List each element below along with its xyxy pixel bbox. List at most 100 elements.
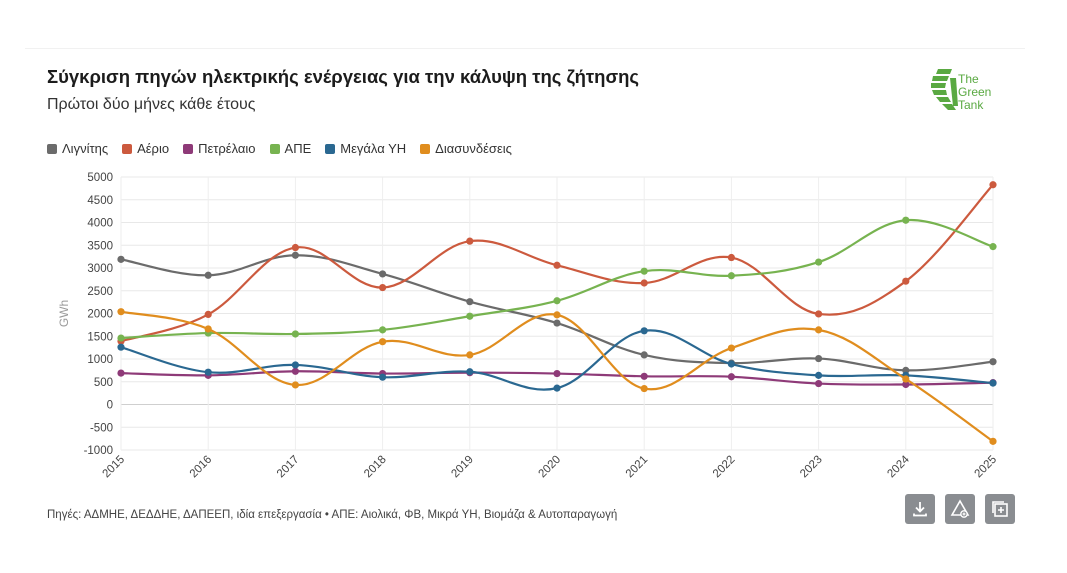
download-icon (913, 502, 927, 517)
share-icon (950, 499, 970, 518)
chart-legend: Λιγνίτης Αέριο Πετρέλαιο ΑΠΕ Μεγάλα ΥΗ Διασυν… (47, 141, 512, 156)
data-point (640, 384, 648, 393)
data-point (553, 261, 561, 269)
data-point (989, 437, 997, 445)
logo-leaf-1 (936, 69, 952, 74)
data-point (204, 368, 212, 376)
data-point (466, 312, 474, 320)
y-tick-label: 3500 (87, 240, 113, 252)
data-point (379, 270, 387, 278)
data-point (553, 311, 561, 319)
legend-label: Διασυνδέσεις (435, 141, 512, 156)
logo-text: The Green Tank (958, 73, 991, 112)
legend-swatch (325, 143, 336, 154)
logo-word-2: Green (958, 85, 992, 99)
y-tick-label: 4500 (87, 195, 113, 207)
logo-leaf-5 (936, 97, 951, 102)
y-tick-label: 1500 (87, 331, 113, 343)
logo-leaf-6 (942, 104, 956, 110)
share-button[interactable] (945, 494, 975, 524)
data-point (117, 334, 125, 342)
data-point (117, 343, 125, 351)
data-point (727, 344, 736, 352)
x-tick-label: 2020 (537, 454, 564, 481)
legend-item[interactable]: Αέριο (122, 141, 169, 156)
data-point (204, 325, 212, 333)
data-point (379, 283, 387, 292)
top-divider (25, 48, 1025, 49)
data-point (553, 297, 561, 305)
data-point (640, 351, 648, 359)
y-tick-label: 1000 (87, 354, 113, 366)
data-point (466, 298, 474, 306)
data-point (989, 243, 997, 251)
x-tick-label: 2023 (798, 454, 825, 481)
legend-swatch (420, 143, 431, 154)
y-tick-label: 2000 (87, 309, 113, 321)
data-point (466, 351, 474, 359)
data-point (815, 310, 823, 318)
x-tick-label: 2017 (275, 454, 302, 481)
expand-icon (992, 501, 1008, 517)
data-point (291, 367, 299, 375)
x-tick-label: 2024 (885, 453, 912, 480)
data-point (553, 319, 561, 327)
legend-swatch (183, 143, 194, 154)
y-tick-label: 2500 (87, 286, 113, 298)
expand-button[interactable] (985, 494, 1015, 524)
data-point (815, 371, 823, 379)
legend-item[interactable]: ΑΠΕ (269, 141, 312, 156)
data-point (902, 277, 910, 285)
data-point (379, 326, 387, 334)
x-tick-label: 2015 (101, 454, 128, 481)
legend-swatch (122, 143, 133, 154)
legend-item[interactable]: Μεγάλα ΥΗ (325, 141, 406, 156)
data-point (989, 379, 997, 387)
data-point (902, 375, 910, 383)
legend-label: Πετρέλαιο (198, 141, 256, 156)
chart-title: Σύγκριση πηγών ηλεκτρικής ενέργειας για … (47, 66, 640, 87)
y-tick-label: 5000 (87, 172, 113, 184)
data-point (727, 253, 736, 262)
data-point (291, 381, 299, 389)
green-tank-logo (931, 69, 958, 110)
legend-label: ΑΠΕ (284, 141, 312, 156)
legend-swatch (269, 143, 280, 154)
data-point (117, 308, 125, 316)
y-tick-label: -1000 (84, 445, 113, 457)
data-point (815, 379, 823, 388)
legend-item[interactable]: Πετρέλαιο (183, 141, 256, 156)
legend-item[interactable]: Διασυνδέσεις (420, 141, 512, 156)
legend-label: Αέριο (137, 141, 170, 156)
data-point (727, 272, 736, 280)
data-point (640, 372, 648, 380)
logo-leaf-2 (932, 76, 949, 81)
data-point (640, 279, 648, 287)
logo-stem (950, 78, 958, 106)
data-point (902, 366, 910, 374)
data-point (989, 181, 997, 189)
legend-swatch (47, 143, 57, 154)
data-point (815, 354, 823, 363)
logo-leaf-3 (931, 83, 946, 88)
data-point (902, 380, 910, 389)
legend-item[interactable]: Λιγνίτης (47, 141, 108, 156)
data-point (291, 243, 299, 252)
download-button[interactable] (905, 494, 935, 524)
data-point (553, 369, 561, 378)
logo-word-1: The (958, 72, 979, 86)
data-point (117, 369, 125, 377)
data-point (553, 384, 561, 392)
chart-subtitle: Πρώτοι δύο μήνες κάθε έτους (47, 96, 256, 113)
data-point (640, 327, 648, 335)
legend-label: Λιγνίτης (62, 141, 109, 156)
x-tick-label: 2016 (188, 454, 215, 481)
data-point (204, 310, 212, 319)
data-point (466, 237, 474, 245)
data-point (815, 258, 823, 266)
data-point (815, 326, 823, 334)
y-tick-label: 3000 (87, 263, 113, 275)
data-point (379, 373, 387, 381)
chart-source-note: Πηγές: ΑΔΜΗΕ, ΔΕΔΔΗΕ, ΔΑΠΕΕΠ, ιδία επεξε… (47, 509, 618, 521)
